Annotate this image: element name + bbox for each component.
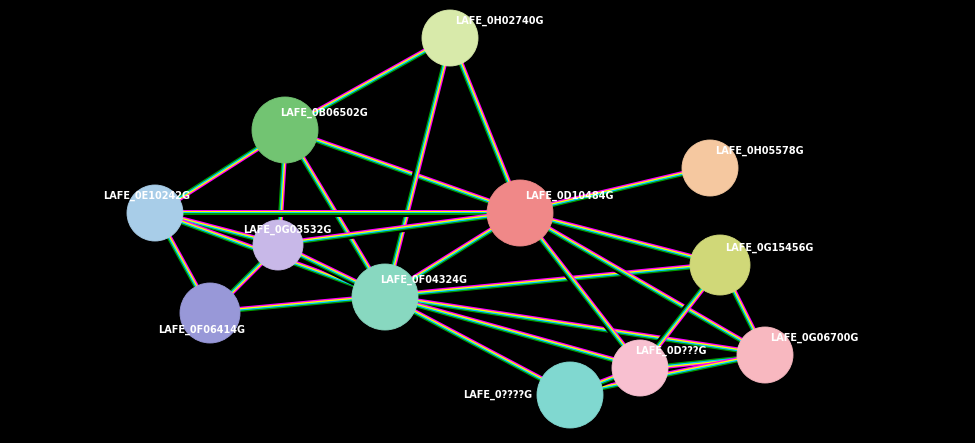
Text: LAFE_0G06700G: LAFE_0G06700G — [770, 333, 858, 343]
Text: LAFE_0F04324G: LAFE_0F04324G — [380, 275, 467, 285]
Text: LAFE_0F06414G: LAFE_0F06414G — [158, 325, 245, 335]
Circle shape — [127, 185, 183, 241]
Text: LAFE_0H05578G: LAFE_0H05578G — [715, 146, 803, 156]
Circle shape — [682, 140, 738, 196]
Text: LAFE_0????G: LAFE_0????G — [463, 390, 532, 400]
Text: LAFE_0B06502G: LAFE_0B06502G — [280, 108, 368, 118]
Circle shape — [352, 264, 418, 330]
Text: LAFE_0H02740G: LAFE_0H02740G — [455, 16, 543, 26]
Circle shape — [612, 340, 668, 396]
Circle shape — [690, 235, 750, 295]
Circle shape — [180, 283, 240, 343]
Circle shape — [487, 180, 553, 246]
Text: LAFE_0G03532G: LAFE_0G03532G — [243, 225, 332, 235]
Circle shape — [253, 220, 303, 270]
Circle shape — [422, 10, 478, 66]
Circle shape — [737, 327, 793, 383]
Circle shape — [252, 97, 318, 163]
Circle shape — [537, 362, 603, 428]
Text: LAFE_0D10484G: LAFE_0D10484G — [525, 191, 613, 201]
Text: LAFE_0E10242G: LAFE_0E10242G — [103, 191, 190, 201]
Text: LAFE_0D???G: LAFE_0D???G — [635, 346, 707, 356]
Text: LAFE_0G15456G: LAFE_0G15456G — [725, 243, 813, 253]
